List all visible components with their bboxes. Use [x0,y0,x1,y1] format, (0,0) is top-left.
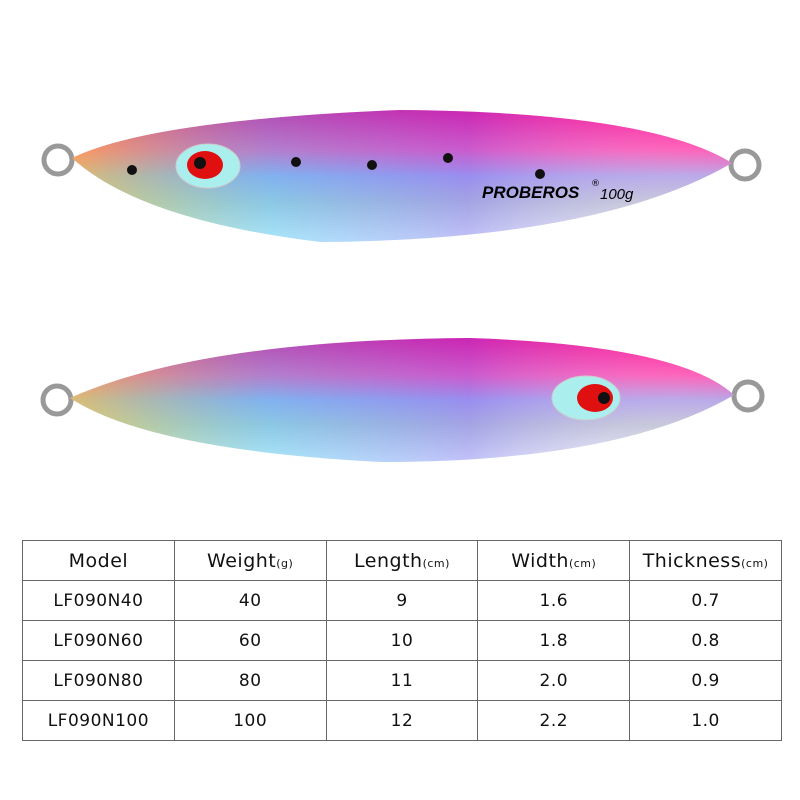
table-cell: LF090N80 [22,660,175,701]
table-row: LF090N100 100 12 2.2 1.0 [22,700,782,741]
header-cell: Width(cm) [477,540,631,581]
header-cell: Thickness(cm) [629,540,782,581]
table-cell: 60 [173,620,327,661]
table-cell: LF090N40 [22,580,175,621]
header-cell: Weight(g) [173,540,327,581]
table-cell: 100 [173,700,327,741]
header-text: Width [511,549,569,572]
table-row: LF090N60 60 10 1.8 0.8 [22,620,782,661]
table-cell: 2.0 [477,660,631,701]
lure-top: PROBEROS ® 100g [41,110,762,242]
spec-table: Model Weight(g) Length(cm) Width(cm) Thi… [22,540,782,741]
header-text: Length [354,549,423,572]
table-row: LF090N40 40 9 1.6 0.7 [22,580,782,621]
lure-photos: PROBEROS ® 100g [40,110,765,462]
weight-label: 100g [600,186,634,203]
table-cell: 80 [173,660,327,701]
table-cell: 12 [325,700,479,741]
table-row: LF090N80 80 11 2.0 0.9 [22,660,782,701]
table-cell: 9 [325,580,479,621]
header-cell: Length(cm) [325,540,479,581]
table-cell: 0.9 [629,660,782,701]
header-unit: (cm) [568,556,597,570]
header-text: Model [68,549,129,572]
header-unit: (cm) [422,556,450,570]
header-text: Weight [207,549,277,572]
table-cell: 10 [325,620,479,661]
table-cell: 1.6 [477,580,631,621]
table-cell: 2.2 [477,700,631,741]
header-row: Model Weight(g) Length(cm) Width(cm) Thi… [22,540,782,581]
brand: PROBEROS [482,183,580,202]
table-cell: LF090N60 [22,620,175,661]
header-text: Thickness [642,549,742,572]
header-unit: (g) [276,556,294,570]
table-cell: 0.7 [629,580,782,621]
table-cell: 40 [173,580,327,621]
table-cell: 1.0 [629,700,782,741]
registered-mark: ® [591,179,600,189]
table-cell: 1.8 [477,620,631,661]
table-cell: 11 [325,660,479,701]
header-unit: (cm) [741,556,769,570]
table-cell: 0.8 [629,620,782,661]
table-cell: LF090N100 [22,700,175,741]
lure-bottom [40,338,765,462]
header-cell: Model [22,540,175,581]
